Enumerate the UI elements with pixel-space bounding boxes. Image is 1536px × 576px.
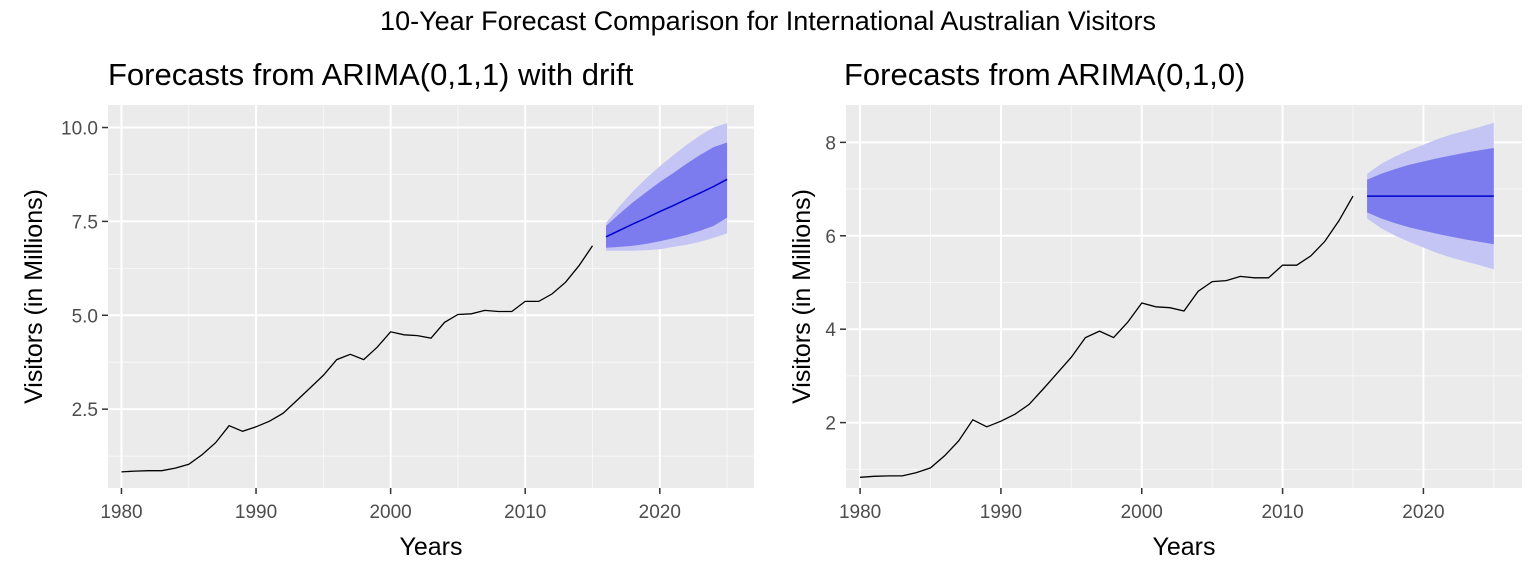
chart-1-y-axis-label: Visitors (in Millions) <box>788 189 816 404</box>
chart-0-panel-background <box>108 105 754 488</box>
chart-0-title: Forecasts from ARIMA(0,1,1) with drift <box>108 57 634 92</box>
chart-0-y-tick-label: 5.0 <box>72 306 98 327</box>
chart-1-x-tick-label: 2020 <box>1402 502 1444 523</box>
chart-0-x-tick-label: 2000 <box>369 502 411 523</box>
chart-0-y-tick-label: 2.5 <box>72 400 98 421</box>
chart-0-y-tick-label: 10.0 <box>61 119 98 140</box>
chart-0-forecast-line <box>605 178 728 238</box>
chart-1-y-tick-label: 8 <box>825 133 836 154</box>
chart-1-title: Forecasts from ARIMA(0,1,0) <box>844 57 1245 92</box>
chart-0-y-tick-label: 7.5 <box>72 212 98 233</box>
chart-0-x-tick-label: 2020 <box>639 502 681 523</box>
chart-1-x-tick-label: 2010 <box>1261 502 1303 523</box>
chart-1-history-line <box>860 195 1354 478</box>
chart-1-y-tick-label: 4 <box>825 320 836 341</box>
chart-1-x-tick-label: 2000 <box>1121 502 1163 523</box>
chart-1-x-axis-label: Years <box>1152 533 1215 561</box>
chart-1-y-tick-label: 2 <box>825 414 836 435</box>
left-forecast-chart: 1980 1990 2000 2010 2020 2.5 5.0 7.5 10.0 Forecas… <box>20 57 754 561</box>
chart-1-y-tick-label: 6 <box>825 227 836 248</box>
right-forecast-chart: 1980 1990 2000 2010 2020 2 4 6 8 Forecasts from A… <box>788 57 1522 561</box>
chart-1-x-tick-label: 1990 <box>980 502 1022 523</box>
chart-0-band-80 <box>606 142 728 248</box>
chart-0-x-tick-label: 1990 <box>235 502 277 523</box>
chart-0-x-axis-label: Years <box>399 533 462 561</box>
chart-0-y-axis-label: Visitors (in Millions) <box>20 189 48 404</box>
chart-0-x-tick-label: 2010 <box>504 502 546 523</box>
chart-0-x-tick-label: 1980 <box>100 502 142 523</box>
chart-0-history-line <box>121 245 594 473</box>
main-title: 10-Year Forecast Comparison for Internat… <box>380 6 1156 36</box>
chart-1-x-tick-label: 1980 <box>839 502 881 523</box>
